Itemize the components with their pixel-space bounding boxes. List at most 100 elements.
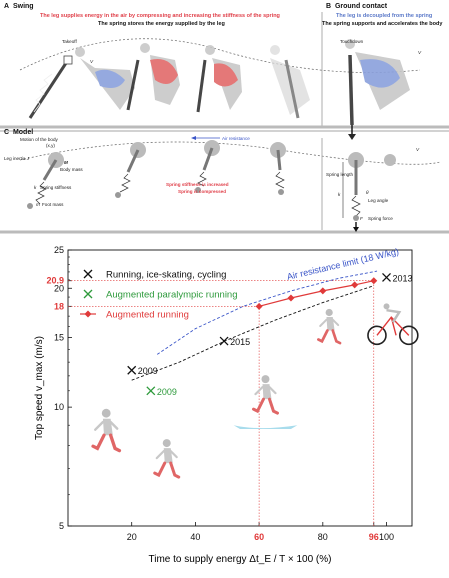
bike-frame <box>376 316 410 336</box>
athlete-arms <box>254 386 277 396</box>
legend-marker <box>83 269 93 279</box>
athlete-arms <box>94 420 119 431</box>
athlete-arms <box>155 450 178 460</box>
bike-wheel <box>367 325 387 346</box>
spring-compressed-label: Spring is compressed <box>178 189 226 194</box>
record-point <box>127 365 137 375</box>
x-tick-label: 20 <box>127 532 137 542</box>
panel-c-title: C Model <box>4 129 33 136</box>
stiffness-increased-label: Spring stiffness is increased <box>166 182 229 187</box>
y-tick-label: 25 <box>54 245 64 255</box>
swing-figure-4 <box>270 45 310 119</box>
panel-a-letter: A <box>4 3 10 10</box>
model-figure-1 <box>27 152 64 209</box>
y-tick-label: 5 <box>59 521 64 531</box>
augmented-running-point <box>351 281 359 289</box>
panel-c-title-text: Model <box>12 129 34 136</box>
record-point <box>219 336 229 346</box>
athlete-head <box>261 375 270 384</box>
leg-inertia-text: Leg inertia <box>4 156 26 161</box>
panel-a-caption-black: The spring stores the energy supplied by… <box>98 21 225 27</box>
augmented-running-point <box>370 277 378 285</box>
x-tick-label: 100 <box>379 532 394 542</box>
model-figure-4 <box>270 142 286 195</box>
y-tick-label: 15 <box>54 333 64 343</box>
cyclist-head <box>383 303 390 310</box>
panel-b-title-text: Ground contact <box>334 3 388 10</box>
air-resistance-limit-curve <box>156 270 378 355</box>
swing-figure-2 <box>126 43 180 111</box>
cyclist-silhouette <box>367 303 419 346</box>
touchdown-label: Touchdown <box>340 39 364 44</box>
athlete-head <box>162 439 171 448</box>
panel-c-letter: C <box>4 129 10 136</box>
panel-a-title-text: Swing <box>12 3 34 10</box>
leg-angle-label: Leg angle <box>368 198 389 203</box>
model-figure-5 <box>342 152 396 232</box>
body-mass-symbol: M <box>64 160 68 165</box>
xy-label: (x,y) <box>46 143 55 148</box>
panel-b-caption-blue: The leg is decoupled from the spring <box>336 13 433 19</box>
k2-symbol: k <box>338 192 341 197</box>
air-resistance-label-text: Air resistance <box>222 136 250 141</box>
force-symbol: F <box>360 216 363 221</box>
contact-figure <box>345 39 410 140</box>
leg-inertia-symbol: J <box>26 156 30 161</box>
runner-silhouette <box>91 408 122 453</box>
athlete-legs <box>91 433 122 453</box>
model-figure-2 <box>115 142 146 198</box>
x-tick-label: 96 <box>369 532 379 542</box>
panel-a-caption-red: The leg supplies energy in the air by co… <box>40 13 280 19</box>
point-year-label: 2013 <box>393 273 413 283</box>
schematic-illustration <box>0 12 449 234</box>
augmented-runner-silhouette <box>317 308 342 345</box>
point-year-label: 2015 <box>230 337 250 347</box>
y-axis-label: Top speed v_max (m/s) <box>34 336 45 440</box>
legend-marker <box>83 289 93 299</box>
y-tick-label: 10 <box>54 402 64 412</box>
spring-length-label: Spring length <box>326 172 354 177</box>
x-tick-label: 60 <box>254 532 264 542</box>
athlete-legs <box>317 329 342 345</box>
theta-symbol: θ <box>366 190 369 195</box>
trend-curve <box>131 285 374 381</box>
x-axis-label: Time to supply energy Δt_E / T × 100 (%) <box>149 554 332 565</box>
legend-label: Augmented paralympic running <box>106 290 238 301</box>
athlete-head <box>325 308 333 317</box>
panel-b-caption-black: The spring supports and accelerates the … <box>322 21 443 27</box>
plot-frame <box>67 249 413 527</box>
marker-stroke <box>83 269 93 279</box>
model-figure-3 <box>195 140 220 193</box>
leg-inertia-label: Leg inertia J <box>4 156 29 161</box>
k-symbol: k <box>34 185 37 190</box>
marker-stroke <box>127 365 137 375</box>
spring-stiffness-label: Spring stiffness <box>40 185 72 190</box>
legend-label: Augmented running <box>106 310 189 321</box>
panel-b-letter: B <box>326 3 332 10</box>
athlete-arms <box>319 318 340 327</box>
marker-stroke <box>382 273 391 282</box>
paralympic-runner-silhouette <box>153 439 181 479</box>
point-year-label: 2009 <box>157 387 177 397</box>
ice-patch <box>233 425 298 430</box>
legend-label: Running, ice-skating, cycling <box>106 270 226 281</box>
legend-marker <box>84 310 92 318</box>
chart-decorations <box>91 303 419 479</box>
augmented-running-point <box>319 287 327 295</box>
takeoff-label: Takeoff <box>62 39 77 44</box>
marker-stroke <box>83 289 93 299</box>
athlete-legs <box>251 397 279 415</box>
air-resistance-text: Air resistance <box>222 136 250 141</box>
swing-figure-1 <box>28 47 135 119</box>
velocity-label-a: V <box>90 59 94 64</box>
body-mass-label: Body mass <box>60 167 83 172</box>
athlete-head <box>101 408 111 418</box>
foot-mass-label: Foot mass <box>42 202 64 207</box>
panel-b-title: B Ground contact <box>326 3 387 10</box>
marker-stroke <box>146 386 156 396</box>
swing-figure-3 <box>196 45 242 113</box>
y-tick-label: 20 <box>54 283 64 293</box>
y-tick-label: 20.9 <box>46 276 64 286</box>
